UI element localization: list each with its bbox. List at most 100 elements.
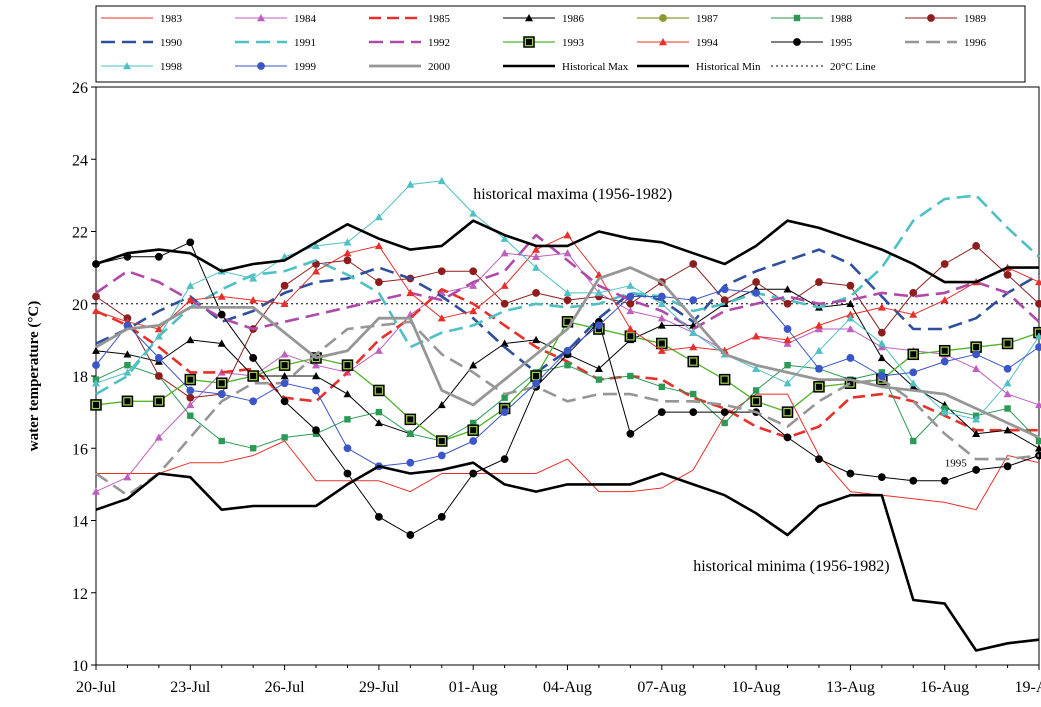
- legend-historical-max: Historical Max: [503, 61, 629, 73]
- series-1995-point: [783, 433, 792, 442]
- series-1984-point: [312, 361, 321, 369]
- series-1992: [95, 233, 1040, 331]
- legend-1993-label: 1993: [562, 37, 585, 49]
- annotation-1: historical maxima (1956-1982): [473, 186, 672, 203]
- series-1994-point: [406, 288, 415, 297]
- legend-1991-label: 1991: [294, 37, 316, 49]
- series-1998-point: [500, 234, 509, 242]
- x-tick-label: 10-Aug: [732, 679, 781, 696]
- series-1998-point: [563, 288, 572, 297]
- series-1986-point: [469, 361, 478, 369]
- series-1992-line: [95, 233, 1040, 331]
- series-1993-point-core: [281, 362, 288, 369]
- annotation-3: 1995: [945, 457, 968, 469]
- series-historical-min-line: [95, 461, 1040, 652]
- legend-1986-marker: [525, 14, 533, 22]
- series-1994-point: [500, 281, 509, 289]
- series-1986-point: [972, 429, 981, 437]
- series-1993-point-core: [721, 376, 728, 383]
- series-1998-point: [1003, 379, 1012, 387]
- series-1986-point: [123, 350, 132, 358]
- series-1995-point: [343, 469, 352, 478]
- series-historical-max: [95, 219, 1039, 284]
- series-1998-point: [783, 379, 792, 387]
- series-1998-point: [752, 364, 761, 372]
- series-1999-point: [92, 361, 100, 370]
- series-1986-point: [877, 353, 886, 362]
- legend-1990-label: 1990: [160, 37, 183, 49]
- series-1993-point-core: [910, 351, 917, 358]
- series-1986-point: [846, 299, 855, 307]
- series-1984-point: [92, 487, 100, 495]
- series-1998-point: [469, 209, 478, 217]
- series-1995-point: [217, 310, 226, 319]
- legend-2000: 2000: [369, 61, 451, 73]
- series-1995-point: [469, 469, 478, 478]
- series-1998-point: [154, 332, 163, 340]
- series-1993-point-core: [344, 362, 351, 369]
- y-tick-label: 26: [72, 80, 88, 97]
- series-1986-point: [783, 285, 792, 293]
- y-axis-title: water temperature (°C): [26, 301, 42, 451]
- series-1993-point-core: [627, 333, 634, 340]
- series-1989-point: [375, 278, 383, 286]
- plot-frame: [95, 86, 1040, 666]
- series-1998-point: [374, 213, 383, 221]
- legend-1983: 1983: [101, 13, 183, 25]
- series-1988-point: [187, 412, 194, 419]
- legend-frame: [95, 5, 1026, 83]
- legend-1998: 1998: [101, 61, 183, 73]
- series-1993-point-core: [218, 380, 225, 387]
- series-1999-point: [783, 325, 792, 333]
- series-1995-point: [375, 512, 383, 521]
- series-1986-point: [909, 382, 918, 391]
- series-1998-point: [594, 288, 603, 297]
- series-1993-point-core: [187, 376, 194, 383]
- series-1998-point: [249, 274, 258, 282]
- legend-1999: 1999: [235, 61, 317, 73]
- x-tick-label: 13-Aug: [826, 679, 875, 696]
- legend-1987: 1987: [637, 13, 719, 25]
- legend-1989-marker: [927, 14, 935, 22]
- series-1988-point: [218, 437, 225, 445]
- series-1984-point: [374, 346, 383, 354]
- series-1994-point: [154, 325, 163, 333]
- series-1989-point: [1003, 270, 1012, 279]
- x-tick-label: 16-Aug: [920, 679, 969, 696]
- series-1988-point: [627, 372, 634, 380]
- series-1999-point: [500, 408, 509, 417]
- series-1998-point: [877, 339, 886, 347]
- series-1999-point: [595, 321, 603, 330]
- series-1994-point: [374, 241, 383, 250]
- series-2000: [95, 266, 1040, 439]
- series-1986-point: [1035, 444, 1041, 452]
- series-1988-point: [375, 408, 383, 416]
- series-1986-point: [657, 321, 666, 329]
- series-1985: [95, 287, 1039, 439]
- series-1999-point: [406, 458, 415, 467]
- series-1988-point: [721, 419, 728, 427]
- series-1994-point: [783, 335, 792, 344]
- series-1994-point: [1035, 278, 1041, 286]
- legend-1983-label: 1983: [160, 13, 183, 25]
- series-1995-point: [154, 252, 163, 261]
- legend-historical-min-label: Historical Min: [696, 61, 761, 73]
- x-tick-label: 26-Jul: [265, 679, 306, 696]
- legend-1994-marker: [659, 38, 667, 46]
- series-1995-point: [437, 512, 446, 521]
- series-1998-point: [814, 346, 823, 354]
- series-1983: [96, 393, 1040, 511]
- series-1994-point: [280, 299, 289, 307]
- series-1988-point: [470, 419, 477, 427]
- series-1989-point: [154, 372, 163, 380]
- series-1993-point-core: [470, 427, 477, 434]
- y-tick-label: 12: [72, 586, 88, 603]
- legend-2000-label: 2000: [428, 61, 451, 73]
- series-1989-point: [972, 242, 981, 250]
- series-1993-line: [95, 321, 1040, 442]
- legend-1995-marker: [793, 38, 801, 46]
- series-1988-point: [658, 383, 665, 391]
- series-1988-point: [1004, 405, 1011, 412]
- series-1995-point: [815, 455, 823, 463]
